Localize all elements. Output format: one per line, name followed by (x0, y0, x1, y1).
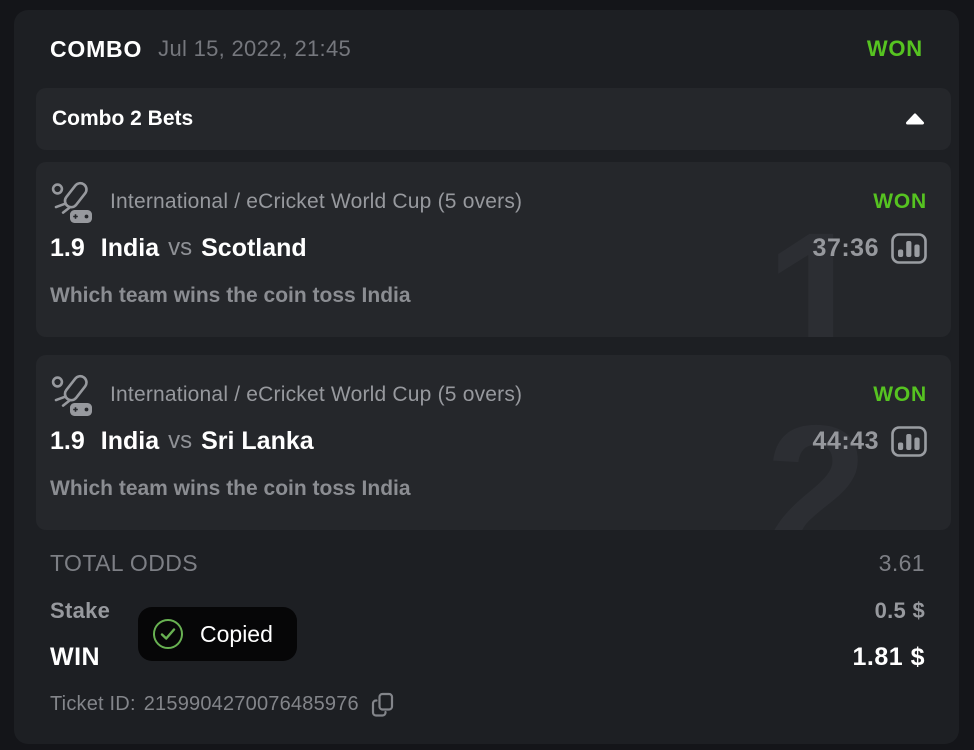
home-team: India (100, 233, 160, 262)
stats-bar-chart-icon[interactable] (891, 425, 927, 457)
bet-item-2: 2 International / eCricket World Cup (5 … (36, 355, 951, 530)
check-circle-icon (152, 618, 184, 650)
bet-index-watermark: 1 (765, 194, 867, 337)
bet-market-outcome: Which team wins the coin toss India (50, 284, 411, 307)
ticket-status-badge: WON (866, 36, 923, 61)
copied-toast-label: Copied (200, 620, 273, 647)
match-time: 37:36 (812, 233, 879, 262)
bet-status-badge: WON (873, 383, 927, 406)
win-row: WIN 1.81 $ (50, 634, 925, 681)
bet-datetime: Jul 15, 2022, 21:45 (158, 36, 352, 61)
chevron-up-icon[interactable] (905, 113, 925, 125)
stake-value: 0.5 $ (874, 597, 925, 623)
total-odds-label: TOTAL ODDS (50, 550, 198, 576)
bet-item-1: 1 International / eCricket World Cup (5 … (36, 162, 951, 337)
away-team: Sri Lanka (201, 426, 314, 455)
ecricket-icon (50, 181, 96, 223)
combo-bets-label: Combo 2 Bets (52, 107, 194, 130)
vs-label: vs (168, 234, 193, 261)
bet-category: International / eCricket World Cup (5 ov… (110, 383, 523, 406)
ecricket-icon (50, 374, 96, 416)
bet-ticket-card: COMBO Jul 15, 2022, 21:45 WON Combo 2 Be… (14, 10, 959, 744)
bet-odds: 1.9 (50, 233, 85, 262)
total-odds-value: 3.61 (878, 550, 925, 576)
win-value: 1.81 $ (852, 643, 925, 671)
combo-bets-toggle[interactable]: Combo 2 Bets (36, 88, 951, 150)
bet-index-watermark: 2 (765, 387, 867, 530)
bet-type-label: COMBO (50, 35, 143, 62)
match-time: 44:43 (812, 426, 879, 455)
ticket-id-value: 2159904270076485976 (143, 693, 359, 715)
home-team: India (100, 426, 160, 455)
total-odds-row: TOTAL ODDS 3.61 (50, 540, 925, 587)
bet-market-outcome: Which team wins the coin toss India (50, 477, 411, 500)
bet-category: International / eCricket World Cup (5 ov… (110, 190, 523, 213)
bet-status-badge: WON (873, 190, 927, 213)
stake-row: Stake 0.5 $ (50, 587, 925, 634)
vs-label: vs (168, 427, 193, 454)
stake-label: Stake (50, 597, 111, 623)
ticket-totals: TOTAL ODDS 3.61 Stake 0.5 $ WIN 1.81 $ T… (14, 530, 959, 728)
stats-bar-chart-icon[interactable] (891, 232, 927, 264)
win-label: WIN (50, 643, 101, 671)
ticket-id-label: Ticket ID: (50, 693, 136, 715)
copy-icon[interactable] (371, 692, 395, 718)
copied-toast: Copied (138, 607, 297, 661)
ticket-header: COMBO Jul 15, 2022, 21:45 WON (14, 10, 959, 82)
away-team: Scotland (201, 233, 307, 262)
ticket-id-row: Ticket ID: 2159904270076485976 (50, 681, 925, 728)
bet-odds: 1.9 (50, 426, 85, 455)
